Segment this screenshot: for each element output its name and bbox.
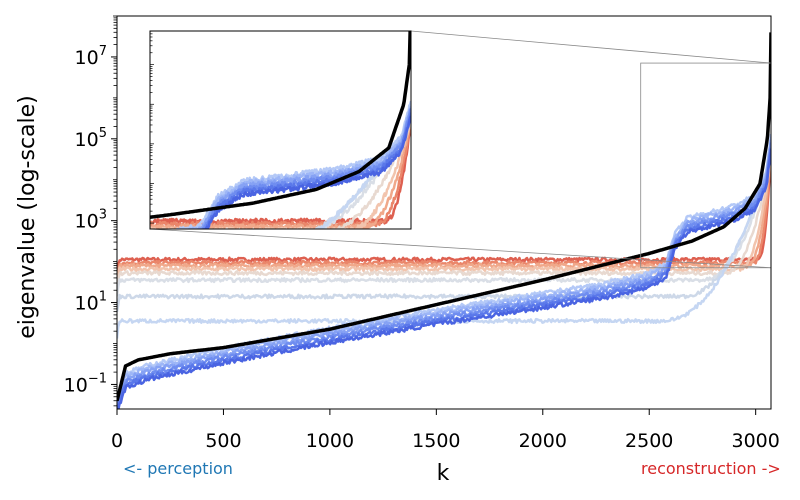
- y-tick-label: 103: [75, 208, 107, 233]
- main-axes: 0 500 1000 1500 2000 2500 3000 10−1 101 103 105 107: [64, 15, 780, 452]
- x-tick-label: 1500: [412, 430, 460, 452]
- main-series-group: [117, 32, 771, 409]
- plateau-series-line: [117, 155, 771, 313]
- x-tick-label: 3000: [731, 430, 779, 452]
- x-axis-label: k: [437, 461, 450, 486]
- main-plot: [117, 32, 771, 409]
- y-tick-label: 10−1: [64, 371, 107, 396]
- x-tick-label: 2000: [519, 430, 567, 452]
- perception-annotation: <- perception: [123, 459, 233, 478]
- inset-plateau-series-line: [332, 118, 411, 229]
- x-tick-label: 500: [205, 430, 241, 452]
- plateau-series-line: [117, 154, 771, 280]
- inset-plateau-series-line: [316, 117, 411, 229]
- plot-frame: [116, 15, 772, 410]
- y-tick-label: 107: [75, 44, 107, 69]
- inset-perception-series-line: [202, 112, 411, 229]
- inset-frame: [149, 30, 412, 230]
- inset-plateau-series-line: [315, 118, 411, 229]
- zoom-connector-line: [410, 30, 772, 64]
- reconstruction-annotation: reconstruction ->: [641, 459, 781, 478]
- reference-series-line: [117, 32, 771, 402]
- x-tick-label: 1000: [306, 430, 354, 452]
- plateau-series-line: [117, 155, 771, 278]
- x-tick-label: 2500: [625, 430, 673, 452]
- x-tick-label: 0: [111, 430, 123, 452]
- y-tick-label: 101: [75, 290, 107, 315]
- perception-series-line: [117, 147, 771, 409]
- inset-plot: [149, 30, 412, 230]
- inset-perception-series-line: [204, 115, 411, 229]
- inset-reference-series-line: [150, 31, 411, 219]
- zoom-connector-line: [149, 228, 772, 269]
- y-tick-label: 105: [75, 126, 107, 151]
- perception-series-line: [117, 148, 771, 409]
- y-axis-label: eigenvalue (log-scale): [15, 95, 40, 339]
